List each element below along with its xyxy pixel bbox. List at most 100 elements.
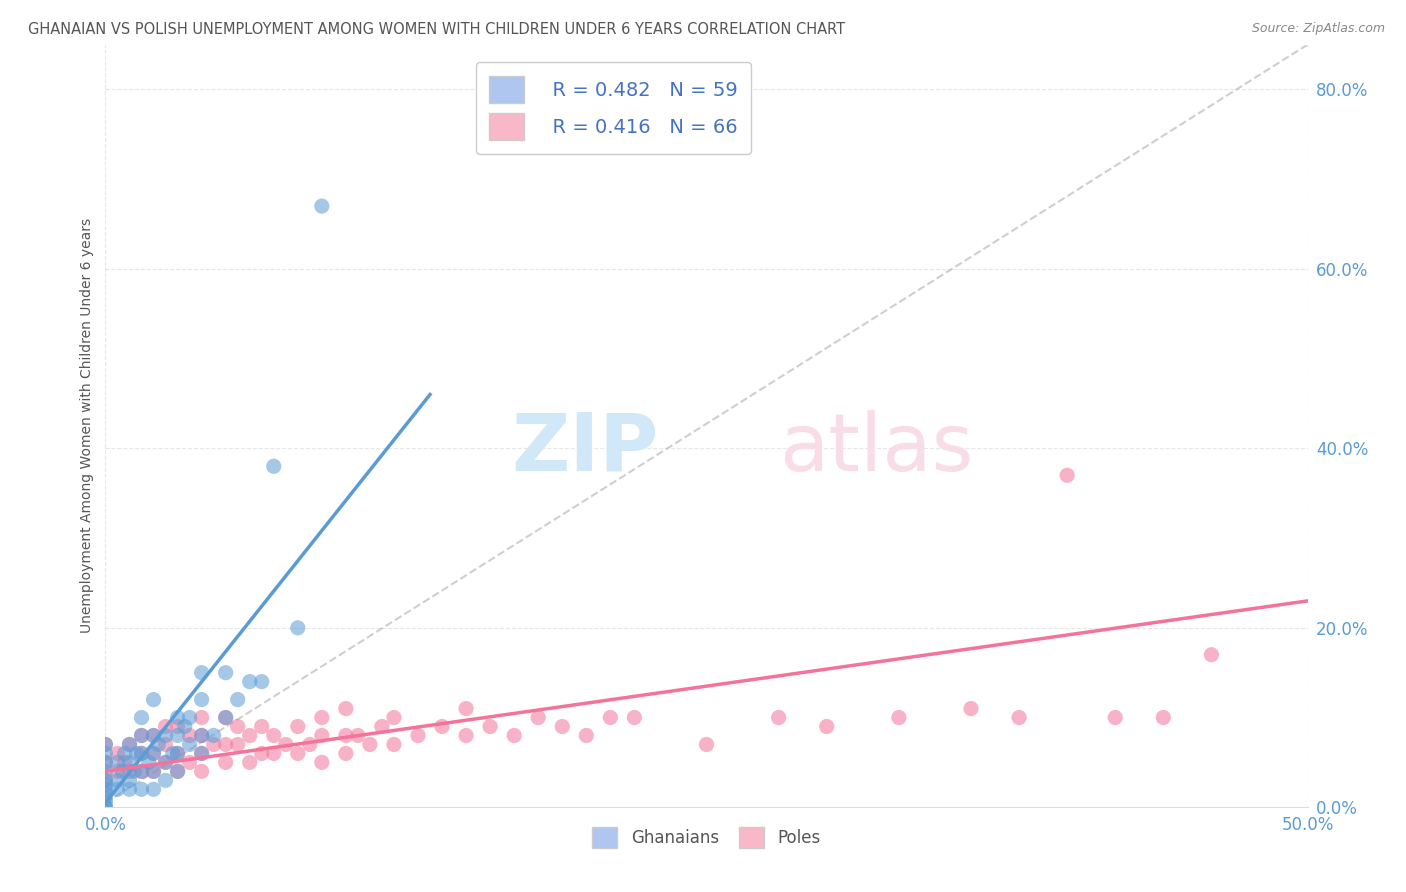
- Point: [190, 692, 212, 706]
- Point: [1008, 710, 1031, 724]
- Point: [768, 710, 790, 724]
- Point: [190, 665, 212, 680]
- Point: [815, 719, 838, 733]
- Point: [214, 710, 236, 724]
- Point: [166, 747, 188, 761]
- Point: [406, 729, 429, 743]
- Point: [118, 738, 141, 752]
- Point: [131, 782, 153, 797]
- Point: [94, 787, 117, 801]
- Point: [179, 729, 201, 743]
- Legend: Ghanaians, Poles: Ghanaians, Poles: [583, 819, 830, 856]
- Point: [599, 710, 621, 724]
- Point: [142, 747, 165, 761]
- Point: [94, 773, 117, 788]
- Point: [190, 764, 212, 779]
- Point: [503, 729, 526, 743]
- Point: [311, 756, 333, 770]
- Point: [142, 692, 165, 706]
- Point: [148, 738, 170, 752]
- Point: [94, 756, 117, 770]
- Point: [107, 773, 129, 788]
- Point: [190, 747, 212, 761]
- Point: [214, 665, 236, 680]
- Point: [298, 738, 321, 752]
- Point: [125, 747, 148, 761]
- Point: [107, 782, 129, 797]
- Point: [454, 701, 477, 715]
- Point: [118, 782, 141, 797]
- Point: [118, 764, 141, 779]
- Point: [214, 738, 236, 752]
- Point: [166, 710, 188, 724]
- Point: [226, 692, 249, 706]
- Point: [138, 756, 160, 770]
- Point: [94, 738, 117, 752]
- Point: [173, 719, 195, 733]
- Point: [190, 710, 212, 724]
- Point: [311, 710, 333, 724]
- Point: [162, 747, 184, 761]
- Point: [960, 701, 983, 715]
- Point: [142, 764, 165, 779]
- Point: [94, 738, 117, 752]
- Point: [527, 710, 550, 724]
- Point: [371, 719, 394, 733]
- Point: [1152, 710, 1174, 724]
- Point: [94, 764, 117, 779]
- Point: [94, 791, 117, 805]
- Point: [107, 756, 129, 770]
- Point: [887, 710, 910, 724]
- Point: [114, 747, 136, 761]
- Point: [142, 764, 165, 779]
- Point: [335, 747, 357, 761]
- Point: [311, 729, 333, 743]
- Point: [94, 778, 117, 792]
- Point: [155, 756, 177, 770]
- Point: [202, 729, 225, 743]
- Point: [142, 747, 165, 761]
- Point: [94, 747, 117, 761]
- Point: [124, 764, 146, 779]
- Point: [118, 738, 141, 752]
- Point: [1104, 710, 1126, 724]
- Point: [214, 756, 236, 770]
- Point: [94, 800, 117, 814]
- Point: [94, 796, 117, 810]
- Point: [1056, 468, 1078, 483]
- Point: [696, 738, 718, 752]
- Point: [263, 729, 285, 743]
- Point: [226, 738, 249, 752]
- Point: [94, 773, 117, 788]
- Point: [239, 756, 262, 770]
- Point: [155, 729, 177, 743]
- Point: [166, 764, 188, 779]
- Y-axis label: Unemployment Among Women with Children Under 6 years: Unemployment Among Women with Children U…: [80, 219, 94, 633]
- Point: [94, 782, 117, 797]
- Point: [250, 747, 273, 761]
- Point: [131, 764, 153, 779]
- Point: [166, 719, 188, 733]
- Point: [111, 764, 134, 779]
- Point: [430, 719, 453, 733]
- Point: [142, 729, 165, 743]
- Point: [551, 719, 574, 733]
- Point: [347, 729, 370, 743]
- Point: [263, 459, 285, 474]
- Point: [131, 747, 153, 761]
- Point: [575, 729, 598, 743]
- Point: [239, 674, 262, 689]
- Point: [623, 710, 645, 724]
- Point: [131, 764, 153, 779]
- Point: [454, 729, 477, 743]
- Point: [287, 719, 309, 733]
- Point: [287, 747, 309, 761]
- Point: [155, 756, 177, 770]
- Point: [214, 710, 236, 724]
- Point: [179, 738, 201, 752]
- Point: [311, 199, 333, 213]
- Point: [335, 701, 357, 715]
- Point: [382, 738, 405, 752]
- Point: [131, 729, 153, 743]
- Text: GHANAIAN VS POLISH UNEMPLOYMENT AMONG WOMEN WITH CHILDREN UNDER 6 YEARS CORRELAT: GHANAIAN VS POLISH UNEMPLOYMENT AMONG WO…: [28, 22, 845, 37]
